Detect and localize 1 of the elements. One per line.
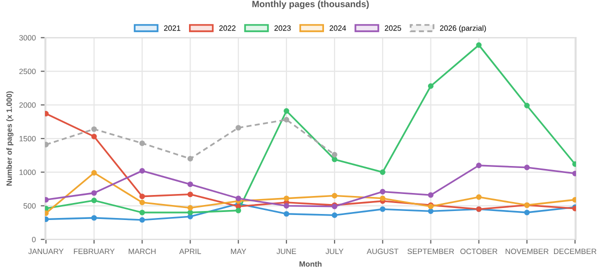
chart-title: Monthly pages (thousands) xyxy=(252,0,369,10)
